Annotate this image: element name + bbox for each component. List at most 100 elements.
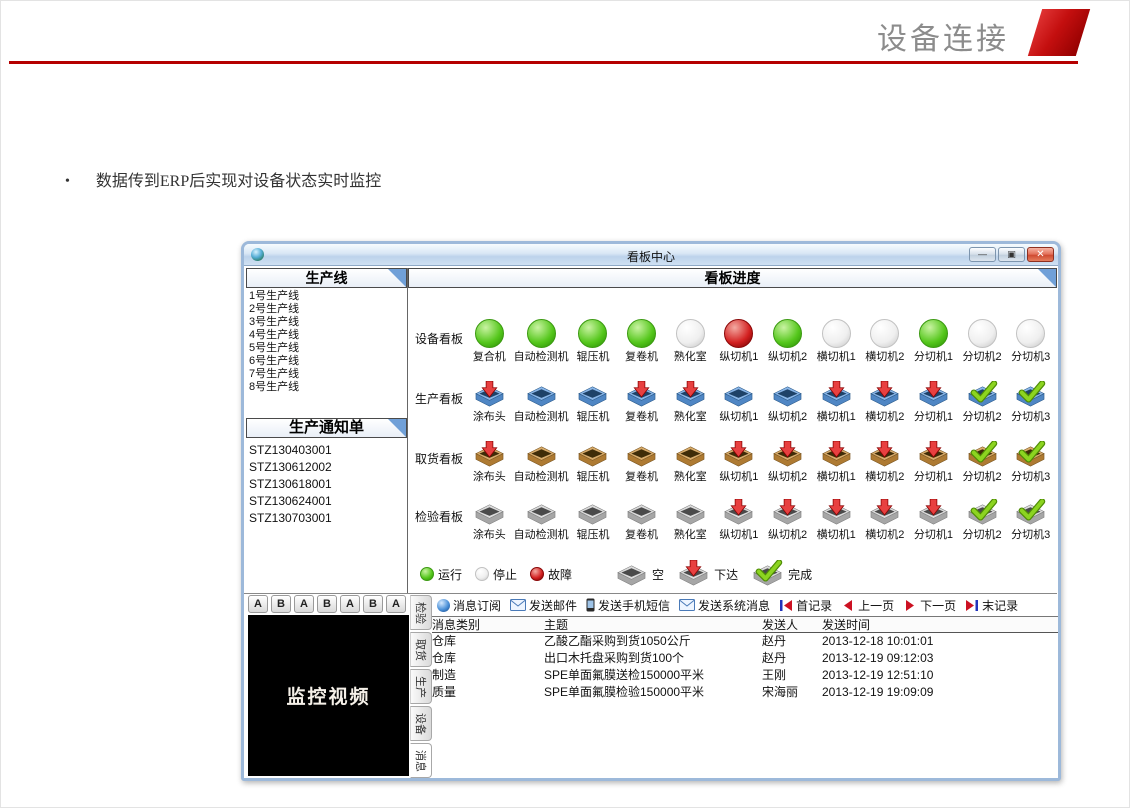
table-row[interactable]: 制造 SPE单面氟膜送检150000平米 王刚 2013-12-19 12:51:10 bbox=[432, 667, 1058, 684]
production-line-item[interactable]: 4号生产线 bbox=[249, 329, 300, 341]
window-titlebar[interactable]: 看板中心 — ▣ ✕ bbox=[244, 244, 1058, 266]
machine-label: 横切机1 bbox=[816, 411, 856, 423]
camera-b-button[interactable]: B bbox=[317, 595, 337, 613]
production-line-item[interactable]: 3号生产线 bbox=[249, 316, 300, 328]
toolbar-button[interactable]: 下一页 bbox=[903, 597, 956, 614]
kanban-row: 设备看板 复合机 自动检测机 辊压机 复卷机 熟化室 纵切机1 纵切机2 横切机1 横切机2 分切机… bbox=[408, 306, 1057, 364]
red-parallelogram-decoration bbox=[1027, 9, 1091, 56]
machine-label: 自动检测机 bbox=[513, 351, 569, 363]
toolbar-button[interactable]: 发送邮件 bbox=[510, 597, 577, 614]
production-line-item[interactable]: 7号生产线 bbox=[249, 368, 300, 380]
kanban-cell: 横切机2 bbox=[860, 426, 909, 484]
camera-b-button[interactable]: B bbox=[363, 595, 383, 613]
machine-label: 熟化室 bbox=[673, 351, 707, 363]
red-divider-line bbox=[9, 61, 1078, 64]
production-line-item[interactable]: 1号生产线 bbox=[249, 290, 300, 302]
kanban-cell: 分切机2 bbox=[958, 484, 1007, 542]
kanban-cell: 纵切机2 bbox=[763, 306, 812, 364]
table-cell: SPE单面氟膜检验150000平米 bbox=[544, 685, 705, 699]
legend-item: 故障 bbox=[530, 566, 572, 583]
production-line-item[interactable]: 2号生产线 bbox=[249, 303, 300, 315]
table-row[interactable]: 仓库 乙酸乙酯采购到货1050公斤 赵丹 2013-12-18 10:01:01 bbox=[432, 633, 1058, 650]
table-row[interactable]: 质量 SPE单面氟膜检验150000平米 宋海丽 2013-12-19 19:09:0… bbox=[432, 684, 1058, 701]
kanban-cell: 熟化室 bbox=[666, 426, 715, 484]
close-button[interactable]: ✕ bbox=[1027, 247, 1054, 262]
vertical-tab-设备[interactable]: 设备 bbox=[410, 706, 432, 741]
window-client-area: 生产线 看板进度 生产通知单 1号生产线 2号生产线 3号生产线 4号生产线 5号生产线… bbox=[244, 266, 1058, 778]
machine-label: 分切机3 bbox=[1011, 529, 1051, 541]
legend-item: 停止 bbox=[475, 566, 517, 583]
notice-item[interactable]: STZ130612002 bbox=[249, 460, 332, 474]
production-line-item[interactable]: 8号生产线 bbox=[249, 381, 300, 393]
machine-label: 纵切机1 bbox=[719, 471, 759, 483]
box-empty-icon bbox=[525, 381, 558, 410]
kanban-row-label: 设备看板 bbox=[415, 332, 464, 346]
box-empty-icon bbox=[674, 499, 707, 528]
notice-item[interactable]: STZ130618001 bbox=[249, 477, 332, 491]
box-check-icon bbox=[966, 498, 999, 528]
kanban-cell: 横切机1 bbox=[812, 426, 861, 484]
machine-label: 横切机2 bbox=[865, 351, 905, 363]
kanban-cell-icon-wrap bbox=[674, 430, 707, 470]
toolbar-button[interactable]: 消息订阅 bbox=[437, 597, 501, 614]
vertical-tab-消息[interactable]: 消息 bbox=[410, 743, 432, 778]
kanban-cell-icon-wrap bbox=[868, 488, 901, 528]
toolbar-button[interactable]: 末记录 bbox=[965, 597, 1018, 614]
production-line-item[interactable]: 5号生产线 bbox=[249, 342, 300, 354]
camera-a-button[interactable]: A bbox=[294, 595, 314, 613]
machine-label: 熟化室 bbox=[673, 471, 707, 483]
corner-triangle-icon bbox=[1038, 269, 1056, 287]
kanban-cell: 分切机1 bbox=[909, 426, 958, 484]
camera-a-button[interactable]: A bbox=[340, 595, 360, 613]
kanban-cell-icon-wrap bbox=[674, 370, 707, 410]
machine-label: 横切机2 bbox=[865, 529, 905, 541]
message-table-body: 仓库 乙酸乙酯采购到货1050公斤 赵丹 2013-12-18 10:01:01 仓库出… bbox=[432, 633, 1058, 701]
production-line-item[interactable]: 6号生产线 bbox=[249, 355, 300, 367]
kanban-cell: 辊压机 bbox=[569, 366, 618, 424]
box-arrow-icon bbox=[771, 440, 804, 470]
kanban-cell-icon-wrap bbox=[771, 430, 804, 470]
kanban-cell-icon-wrap bbox=[675, 310, 705, 350]
vertical-tab-生产[interactable]: 生产 bbox=[410, 669, 432, 704]
minimize-button[interactable]: — bbox=[969, 247, 996, 262]
camera-a-button[interactable]: A bbox=[248, 595, 268, 613]
machine-label: 分切机3 bbox=[1011, 411, 1051, 423]
toolbar-button-label: 发送系统消息 bbox=[698, 598, 771, 613]
box-empty-icon bbox=[576, 381, 609, 410]
production-notices-list: STZ130403001 STZ130612002 STZ130618001 STZ1… bbox=[249, 442, 405, 527]
camera-b-button[interactable]: B bbox=[271, 595, 291, 613]
kanban-cell: 自动检测机 bbox=[514, 306, 569, 364]
toolbar-button[interactable]: 上一页 bbox=[841, 597, 894, 614]
toolbar-button-label: 上一页 bbox=[858, 598, 895, 613]
machine-label: 辊压机 bbox=[576, 529, 610, 541]
kanban-cell: 辊压机 bbox=[569, 484, 618, 542]
kanban-cell-icon-wrap bbox=[576, 488, 609, 528]
vertical-tab-label: 设备 bbox=[414, 712, 426, 735]
maximize-button[interactable]: ▣ bbox=[998, 247, 1025, 262]
machine-label: 涂布头 bbox=[472, 411, 506, 423]
vertical-tab-取货[interactable]: 取货 bbox=[410, 632, 432, 667]
status-ball-green-icon bbox=[578, 319, 608, 348]
notice-item[interactable]: STZ130703001 bbox=[249, 511, 332, 525]
vertical-tab-检验[interactable]: 检验 bbox=[410, 595, 432, 630]
kanban-cell: 分切机2 bbox=[958, 366, 1007, 424]
box-empty-icon bbox=[771, 381, 804, 410]
kanban-cell-icon-wrap bbox=[525, 430, 558, 470]
toolbar-button[interactable]: 发送系统消息 bbox=[679, 597, 770, 614]
machine-label: 辊压机 bbox=[576, 351, 610, 363]
toolbar-button[interactable]: 首记录 bbox=[779, 597, 832, 614]
notice-item[interactable]: STZ130624001 bbox=[249, 494, 332, 508]
kanban-cells: 涂布头 自动检测机 辊压机 复卷机 熟化室 纵切机1 纵切机2 横切机1 横切机2 分切机1 分切机… bbox=[465, 426, 1055, 484]
kanban-cell: 纵切机2 bbox=[763, 366, 812, 424]
table-row[interactable]: 仓库 出口木托盘采购到货100个 赵丹 2013-12-19 09:12:03 bbox=[432, 650, 1058, 667]
toolbar-button-label: 发送邮件 bbox=[529, 598, 578, 613]
camera-a-button[interactable]: A bbox=[386, 595, 406, 613]
table-cell: 2013-12-19 09:12:03 bbox=[822, 651, 934, 665]
toolbar-button[interactable]: 发送手机短信 bbox=[586, 597, 670, 614]
kanban-cell: 横切机1 bbox=[812, 306, 861, 364]
machine-label: 复卷机 bbox=[625, 529, 659, 541]
box-arrow-icon bbox=[868, 380, 901, 410]
notice-item[interactable]: STZ130403001 bbox=[249, 443, 332, 457]
machine-label: 横切机1 bbox=[816, 351, 856, 363]
table-column-header: 消息类别 bbox=[432, 618, 481, 632]
